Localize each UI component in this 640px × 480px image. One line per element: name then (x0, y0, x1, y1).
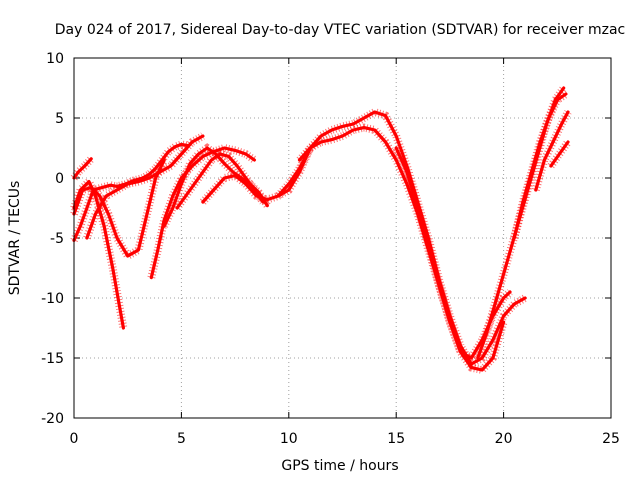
x-axis-title: GPS time / hours (281, 458, 398, 474)
y-tick-label: -15 (41, 351, 64, 367)
y-axis-title: SDTVAR / TECUs (7, 181, 23, 296)
series-trace-12 (394, 146, 512, 360)
series-trace-16 (549, 140, 570, 168)
grid-lines (74, 58, 611, 418)
series-trace-11 (297, 110, 527, 366)
series-trace-14 (512, 92, 568, 240)
y-tick-label: 0 (55, 171, 64, 187)
y-tick-labels: -20 -15 -10 -5 0 5 10 (41, 51, 64, 427)
series-trace-11-markers (296, 107, 528, 370)
series-trace-4 (72, 158, 166, 258)
y-tick-label: -5 (50, 231, 64, 247)
x-tick-label: 0 (70, 431, 79, 447)
series-trace-15 (534, 110, 570, 192)
series-trace-10 (276, 125, 506, 372)
plot-frame (73, 57, 612, 419)
chart-title: Day 024 of 2017, Sidereal Day-to-day VTE… (55, 22, 625, 38)
y-tick-label: -10 (41, 291, 64, 307)
series-trace-10-markers (276, 123, 508, 375)
x-tick-label: 5 (177, 431, 186, 447)
series-trace-9 (201, 146, 312, 204)
x-tick-label: 10 (280, 431, 298, 447)
y-tick-label: 10 (46, 51, 64, 67)
data-series (70, 85, 572, 375)
series-trace-2 (72, 157, 93, 180)
x-tick-labels: 0 5 10 15 20 25 (70, 431, 620, 447)
x-tick-label: 20 (495, 431, 513, 447)
y-tick-label: 5 (55, 111, 64, 127)
x-tick-label: 25 (602, 431, 620, 447)
y-tick-label: -20 (41, 411, 64, 427)
series-trace-5 (85, 134, 205, 240)
x-tick-label: 15 (387, 431, 405, 447)
